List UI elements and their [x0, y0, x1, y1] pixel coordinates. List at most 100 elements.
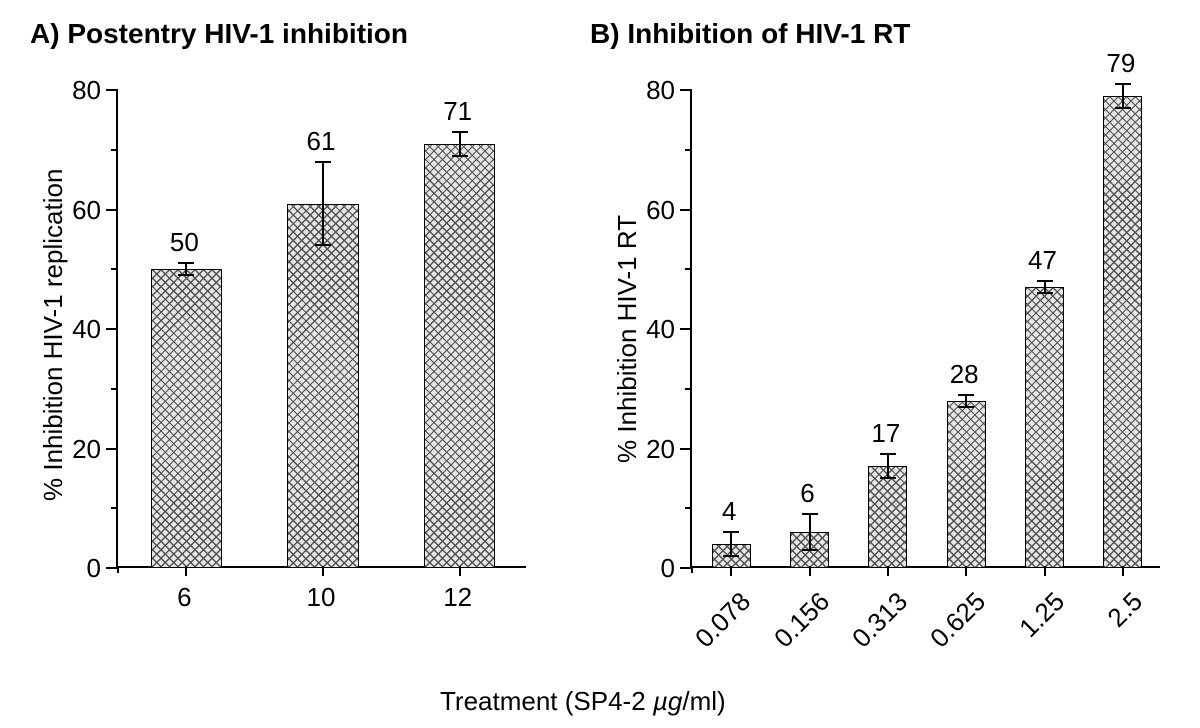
bar: [868, 466, 907, 568]
bar-value-label: 61: [291, 126, 351, 157]
y-axis-minor-tick: [685, 507, 692, 509]
error-bar-line: [322, 162, 324, 246]
error-bar-cap: [315, 161, 331, 163]
x-axis-origin-tick: [117, 566, 119, 573]
bar-hatch: [869, 467, 906, 567]
bar-hatch: [1026, 288, 1063, 567]
error-bar-line: [730, 532, 732, 556]
x-tick-label: 10: [281, 582, 361, 613]
y-axis-minor-tick: [685, 149, 692, 151]
x-tick-label: 6: [144, 582, 224, 613]
error-bar-line: [1122, 84, 1124, 108]
bar-value-label: 79: [1091, 48, 1151, 79]
y-axis-minor-tick: [111, 507, 118, 509]
y-tick-label: 80: [615, 75, 675, 106]
y-axis-tick: [680, 89, 692, 91]
error-bar-cap: [178, 262, 194, 264]
bar: [947, 401, 986, 568]
x-tick-label: 0.156: [743, 586, 836, 679]
x-tick-label: 0.078: [664, 586, 757, 679]
x-axis-tick: [809, 566, 811, 576]
x-tick-label: 12: [418, 582, 498, 613]
xlabel-unit: µg: [653, 686, 682, 716]
x-axis-tick: [1122, 566, 1124, 576]
x-axis-tick: [1044, 566, 1046, 576]
y-axis-tick: [680, 209, 692, 211]
y-tick-label: 60: [615, 195, 675, 226]
x-axis-tick: [965, 566, 967, 576]
error-bar-cap: [1037, 292, 1053, 294]
error-bar-cap: [880, 453, 896, 455]
error-bar-line: [809, 514, 811, 550]
x-axis-tick: [730, 566, 732, 576]
error-bar-cap: [1115, 83, 1131, 85]
x-tick-label: 0.313: [821, 586, 914, 679]
y-tick-label: 0: [41, 553, 101, 584]
x-axis-label: Treatment (SP4-2 µg/ml): [440, 686, 726, 717]
error-bar-cap: [178, 274, 194, 276]
panel-b-title: B) Inhibition of HIV-1 RT: [590, 18, 910, 50]
error-bar-cap: [723, 555, 739, 557]
bar-value-label: 50: [154, 227, 214, 258]
error-bar-cap: [1115, 107, 1131, 109]
bar-hatch: [425, 145, 494, 567]
panel-b-plot-area: [690, 90, 1160, 568]
y-tick-label: 80: [41, 75, 101, 106]
x-axis-tick: [887, 566, 889, 576]
y-axis-minor-tick: [685, 268, 692, 270]
error-bar-cap: [802, 549, 818, 551]
y-tick-label: 40: [615, 314, 675, 345]
bar-hatch: [1104, 97, 1141, 567]
bar-value-label: 6: [778, 478, 838, 509]
bar-value-label: 28: [934, 359, 994, 390]
bar-value-label: 71: [428, 96, 488, 127]
y-axis-tick: [106, 89, 118, 91]
y-axis-tick: [680, 448, 692, 450]
y-axis-tick: [106, 448, 118, 450]
error-bar-cap: [958, 394, 974, 396]
bar-hatch: [948, 402, 985, 567]
y-axis-minor-tick: [685, 388, 692, 390]
bar-hatch: [288, 205, 357, 567]
y-tick-label: 40: [41, 314, 101, 345]
y-axis-minor-tick: [111, 388, 118, 390]
x-axis-origin-tick: [691, 566, 693, 573]
x-tick-label: 0.625: [899, 586, 992, 679]
panel-a-title: A) Postentry HIV-1 inhibition: [30, 18, 408, 50]
y-axis-tick: [680, 328, 692, 330]
bar: [424, 144, 495, 568]
error-bar-line: [887, 454, 889, 478]
bar: [287, 204, 358, 568]
x-axis-tick: [185, 566, 187, 576]
bar: [1103, 96, 1142, 568]
error-bar-cap: [452, 131, 468, 133]
error-bar-cap: [315, 244, 331, 246]
error-bar-cap: [958, 406, 974, 408]
error-bar-line: [459, 132, 461, 156]
y-tick-label: 60: [41, 195, 101, 226]
error-bar-cap: [723, 531, 739, 533]
bar-hatch: [152, 270, 221, 567]
y-tick-label: 20: [41, 434, 101, 465]
y-axis-tick: [106, 328, 118, 330]
error-bar-cap: [1037, 280, 1053, 282]
xlabel-suffix: /ml): [682, 686, 725, 716]
figure-root: A) Postentry HIV-1 inhibition B) Inhibit…: [0, 0, 1200, 728]
x-axis-tick: [459, 566, 461, 576]
error-bar-cap: [802, 513, 818, 515]
x-tick-label: 2.5: [1056, 586, 1149, 679]
error-bar-cap: [880, 477, 896, 479]
y-axis-tick: [106, 209, 118, 211]
xlabel-prefix: Treatment (SP4-2: [440, 686, 653, 716]
y-tick-label: 20: [615, 434, 675, 465]
y-axis-minor-tick: [111, 268, 118, 270]
error-bar-cap: [452, 155, 468, 157]
x-axis-tick: [322, 566, 324, 576]
y-tick-label: 0: [615, 553, 675, 584]
bar-value-label: 47: [1013, 245, 1073, 276]
x-tick-label: 1.25: [978, 586, 1071, 679]
bar-value-label: 4: [699, 496, 759, 527]
bar: [1025, 287, 1064, 568]
panel-a-plot-area: [116, 90, 526, 568]
bar: [151, 269, 222, 568]
